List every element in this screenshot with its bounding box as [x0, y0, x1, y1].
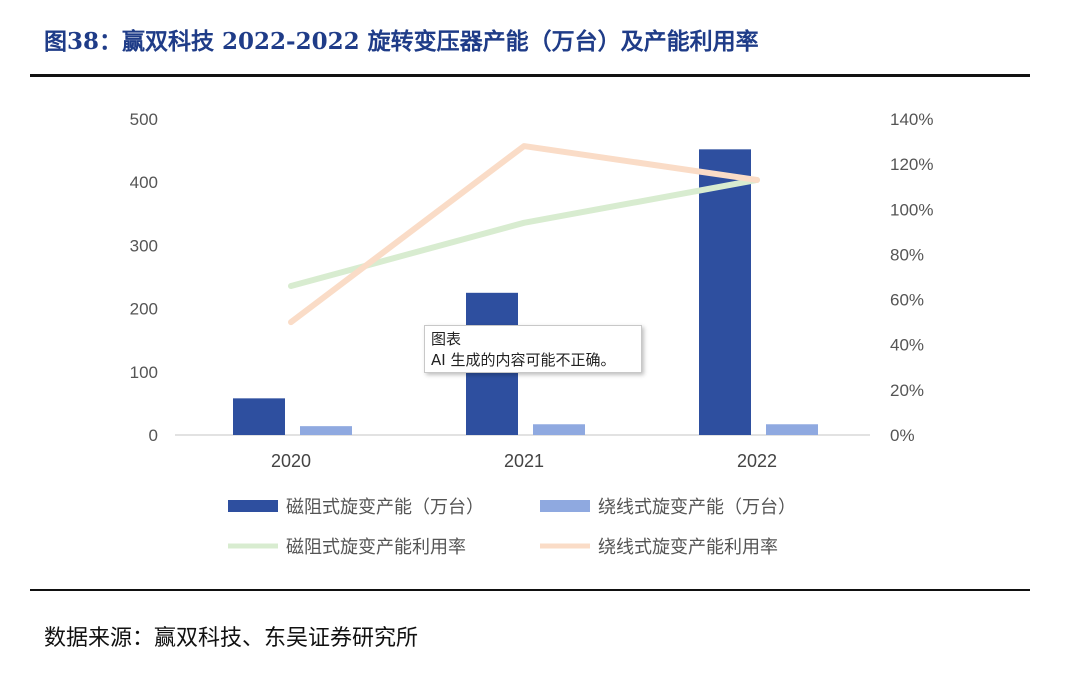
bottom-divider	[30, 589, 1030, 591]
tooltip-title: 图表	[431, 330, 462, 348]
left-tick-label: 500	[130, 110, 158, 129]
right-tick-label: 120%	[890, 155, 933, 174]
line-wound-utilization	[288, 143, 760, 326]
left-tick-label: 0	[149, 426, 158, 445]
tooltip-note: AI 生成的内容可能不正确。	[431, 351, 616, 369]
right-tick-label: 80%	[890, 245, 924, 264]
left-axis-ticks: 0 100 200 300 400 500	[130, 110, 158, 445]
legend-label: 磁阻式旋变产能利用率	[286, 537, 466, 558]
x-tick-label: 2022	[737, 451, 777, 471]
chart-title: 图38：赢双科技 2022-2022 旋转变压器产能（万台）及产能利用率	[44, 28, 759, 55]
x-axis-ticks: 2020 2021 2022	[271, 451, 777, 471]
left-tick-label: 200	[130, 300, 158, 319]
bar-wound-2021	[533, 424, 585, 435]
right-tick-label: 100%	[890, 200, 933, 219]
left-tick-label: 300	[130, 236, 158, 255]
right-tick-label: 20%	[890, 381, 924, 400]
legend-swatch	[228, 500, 278, 512]
left-tick-label: 100	[130, 363, 158, 382]
bar-reluctance-2022	[699, 149, 751, 435]
legend: 磁阻式旋变产能（万台） 绕线式旋变产能（万台） 磁阻式旋变产能利用率 绕线式旋变产能利…	[228, 497, 796, 558]
bars	[233, 149, 818, 435]
bar-wound-2020	[300, 426, 352, 435]
legend-label: 磁阻式旋变产能（万台）	[286, 497, 484, 518]
right-tick-label: 40%	[890, 336, 924, 355]
right-tick-label: 0%	[890, 426, 915, 445]
left-tick-label: 400	[130, 173, 158, 192]
lines	[288, 143, 760, 326]
bar-wound-2022	[766, 424, 818, 435]
tooltip: 图表 AI 生成的内容可能不正确。	[424, 325, 642, 373]
legend-label: 绕线式旋变产能（万台）	[598, 497, 796, 518]
right-axis-ticks: 0% 20% 40% 60% 80% 100% 120% 140%	[890, 110, 933, 445]
x-tick-label: 2021	[504, 451, 544, 471]
bar-reluctance-2020	[233, 398, 285, 435]
legend-swatch	[540, 500, 590, 512]
x-tick-label: 2020	[271, 451, 311, 471]
legend-label: 绕线式旋变产能利用率	[598, 537, 778, 558]
top-divider	[30, 74, 1030, 77]
right-tick-label: 140%	[890, 110, 933, 129]
right-tick-label: 60%	[890, 291, 924, 310]
source-note: 数据来源：赢双科技、东吴证券研究所	[44, 626, 419, 651]
